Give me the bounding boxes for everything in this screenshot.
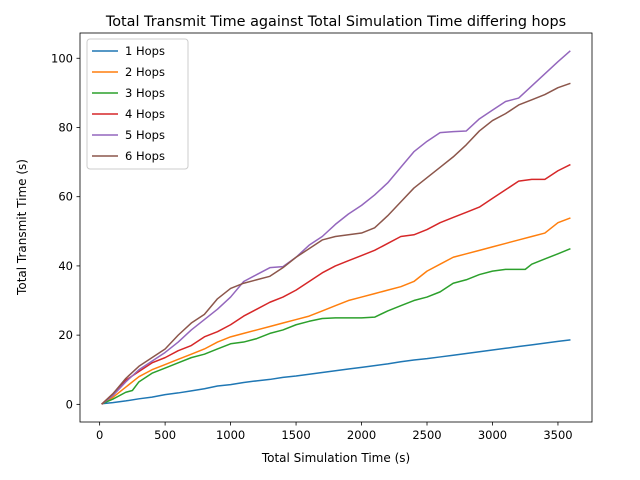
- legend-label: 3 Hops: [125, 86, 165, 100]
- y-tick-label: 100: [51, 51, 73, 65]
- x-tick-label: 1500: [281, 428, 310, 442]
- y-axis: 0 20 40 60 80 100: [51, 51, 80, 411]
- legend-label: 6 Hops: [125, 149, 165, 163]
- x-axis: 0 500 1000 1500 2000 2500 3000 3500: [96, 422, 573, 442]
- legend-label: 5 Hops: [125, 128, 165, 142]
- y-tick-label: 60: [58, 190, 73, 204]
- x-axis-label: Total Simulation Time (s): [261, 451, 410, 465]
- x-tick-label: 2000: [347, 428, 376, 442]
- x-tick-label: 0: [96, 428, 103, 442]
- series-line-1: [101, 339, 571, 405]
- y-axis-label: Total Transmit Time (s): [15, 159, 29, 296]
- x-tick-label: 3000: [478, 428, 507, 442]
- series-line-2: [101, 217, 571, 405]
- series-line-5: [101, 50, 571, 405]
- series-line-3: [101, 247, 571, 405]
- y-tick-label: 40: [58, 259, 73, 273]
- x-tick-label: 1000: [216, 428, 245, 442]
- legend: 1 Hops 2 Hops 3 Hops 4 Hops 5 Hops 6 Hops: [86, 38, 189, 170]
- legend-label: 4 Hops: [125, 107, 165, 121]
- series-line-6: [101, 82, 571, 405]
- chart-title: Total Transmit Time against Total Simula…: [105, 14, 566, 30]
- series-layer: [101, 50, 571, 405]
- plot-frame: [79, 32, 593, 423]
- y-tick-label: 80: [58, 120, 73, 134]
- x-tick-label: 500: [154, 428, 176, 442]
- y-tick-label: 0: [66, 397, 73, 411]
- x-tick-label: 2500: [412, 428, 441, 442]
- y-tick-label: 20: [58, 328, 73, 342]
- legend-label: 2 Hops: [125, 65, 165, 79]
- series-line-4: [101, 163, 571, 405]
- x-tick-label: 3500: [543, 428, 572, 442]
- legend-label: 1 Hops: [125, 44, 165, 58]
